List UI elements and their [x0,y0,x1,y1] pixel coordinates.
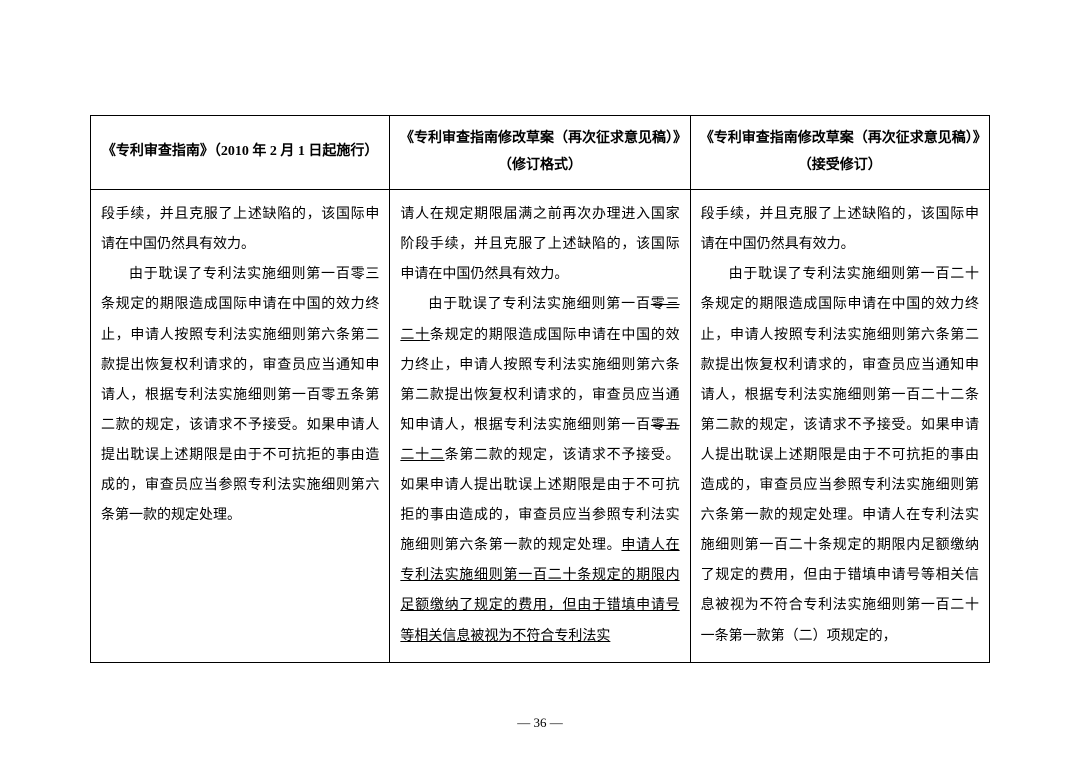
header-col2: 《专利审查指南修改草案（再次征求意见稿）》（修订格式） [390,116,690,190]
col2-p2b: 零三 [651,297,680,312]
col2-p2c: 二十 [400,328,429,343]
col2-p2a: 由于耽误了专利法实施细则第一百 [428,297,650,312]
col2-p2: 由于耽误了专利法实施细则第一百零三二十条规定的期限造成国际申请在中国的效力终止，… [400,290,679,651]
col1-p1: 段手续，并且克服了上述缺陷的，该国际申请在中国仍然具有效力。 [101,200,379,260]
col2-p2e: 零五 [651,418,680,433]
col2-p2g: 条第二款的规定，该请求不予接受。 [445,448,680,463]
col3-p1: 段手续，并且克服了上述缺陷的，该国际申请在中国仍然具有效力。 [701,200,979,260]
comparison-table: 《专利审查指南》（2010 年 2 月 1 日起施行） 《专利审查指南修改草案（… [90,115,990,663]
cell-col2: 请人在规定期限届满之前再次办理进入国家阶段手续，并且克服了上述缺陷的，该国际申请… [390,190,690,662]
cell-col1: 段手续，并且克服了上述缺陷的，该国际申请在中国仍然具有效力。 由于耽误了专利法实… [91,190,390,662]
content-row: 段手续，并且克服了上述缺陷的，该国际申请在中国仍然具有效力。 由于耽误了专利法实… [91,190,990,662]
header-row: 《专利审查指南》（2010 年 2 月 1 日起施行） 《专利审查指南修改草案（… [91,116,990,190]
col2-p2i: 申请人在专利法实施细则第一百二十条规定的期限内足额缴纳了规定的费用，但由于错填申… [400,538,679,643]
col2-p2d: 条规定的期限造成国际申请在中国的效力终止，申请人按照专利法实施细则第六条第二款提… [400,328,679,433]
header-col3: 《专利审查指南修改草案（再次征求意见稿）》（接受修订） [690,116,989,190]
col2-p1: 请人在规定期限届满之前再次办理进入国家阶段手续，并且克服了上述缺陷的，该国际申请… [400,200,679,290]
col1-p2: 由于耽误了专利法实施细则第一百零三条规定的期限造成国际申请在中国的效力终止，申请… [101,260,379,531]
header-col1: 《专利审查指南》（2010 年 2 月 1 日起施行） [91,116,390,190]
col2-p2f: 二十二 [400,448,444,463]
page-number: — 36 — [0,715,1080,731]
cell-col3: 段手续，并且克服了上述缺陷的，该国际申请在中国仍然具有效力。 由于耽误了专利法实… [690,190,989,662]
col3-p2: 由于耽误了专利法实施细则第一百二十条规定的期限造成国际申请在中国的效力终止，申请… [701,260,979,651]
